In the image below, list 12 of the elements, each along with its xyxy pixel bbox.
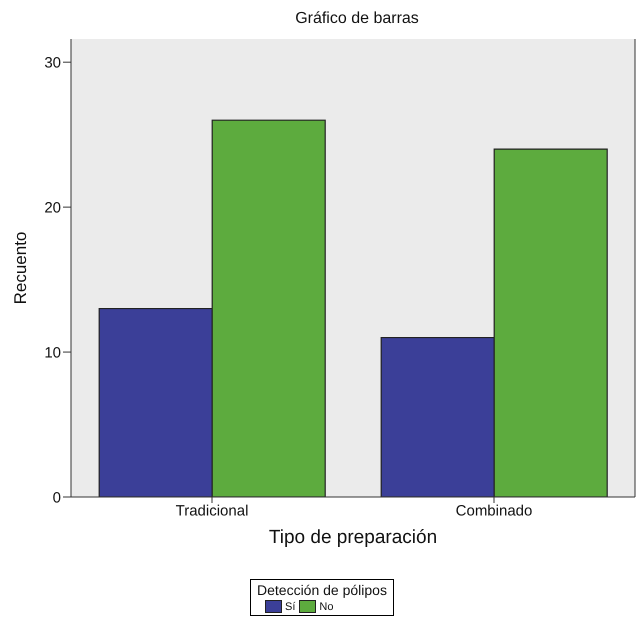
x-tick-label: Combinado	[456, 502, 532, 520]
legend-label: Sí	[285, 600, 296, 612]
y-tick-label: 20	[44, 199, 61, 216]
legend-title: Detección de pólipos	[257, 582, 387, 598]
x-tick-label: Tradicional	[176, 502, 248, 520]
legend-label: No	[319, 600, 334, 612]
y-tick-label: 0	[52, 489, 61, 506]
y-tick-label: 30	[44, 54, 61, 72]
y-tick-label: 10	[44, 344, 61, 362]
y-axis-title: Recuento	[11, 232, 30, 304]
chart-title: Gráfico de barras	[294, 9, 420, 29]
x-axis-title: Tipo de preparación	[268, 527, 438, 548]
